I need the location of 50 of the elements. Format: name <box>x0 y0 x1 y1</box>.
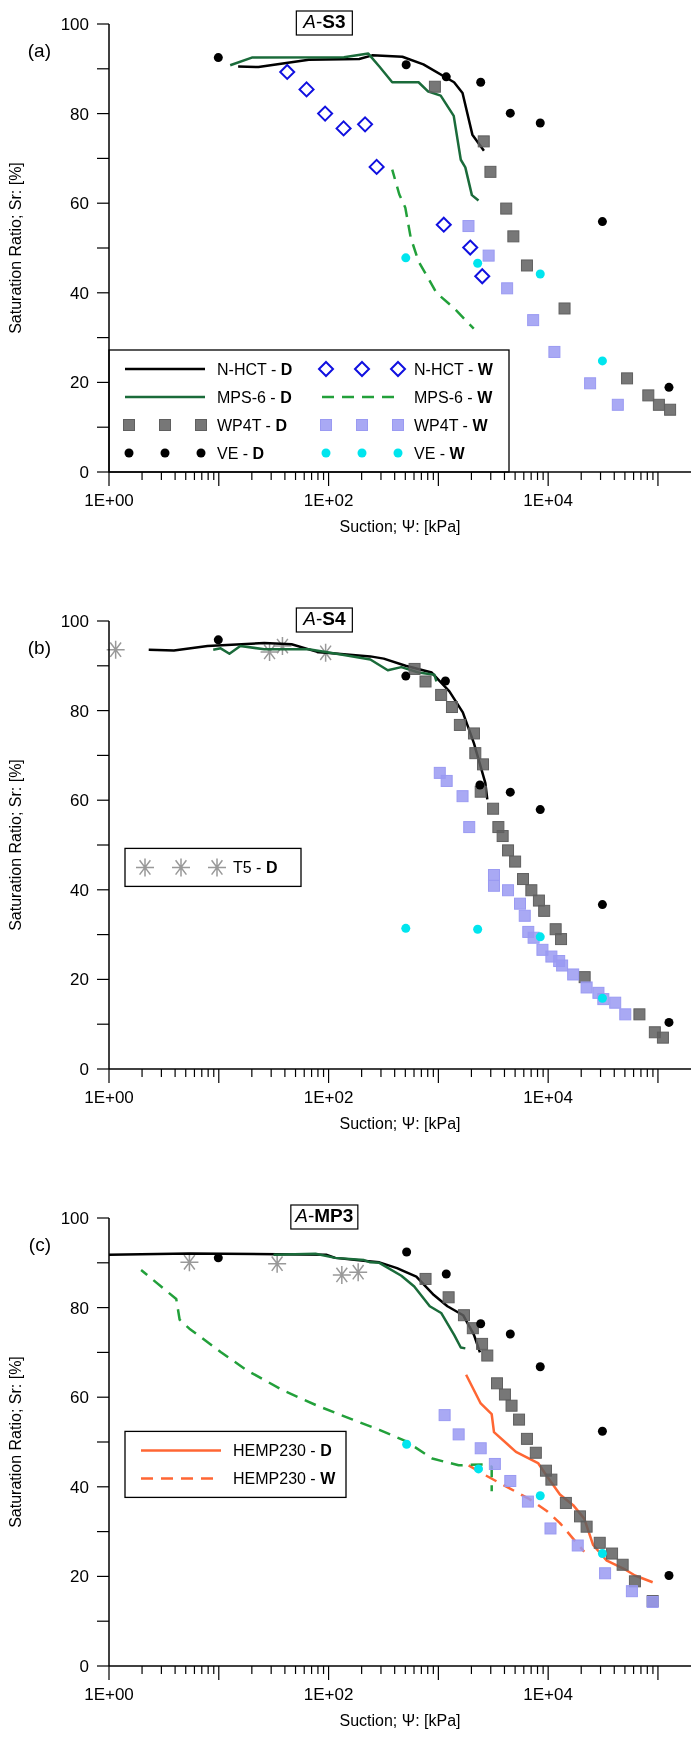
y-tick-label: 60 <box>70 194 89 214</box>
y-tick-label: 60 <box>70 791 89 811</box>
text: (c) <box>28 1234 51 1255</box>
x-tick-label: 1E+04 <box>523 491 573 510</box>
y-tick-label: 40 <box>70 880 89 900</box>
y-tick-label: 20 <box>70 970 89 990</box>
legend-label: WP4T - D <box>217 417 287 434</box>
x-tick-label: 1E+04 <box>523 1088 573 1107</box>
text: (a) <box>27 40 51 61</box>
y-tick-label: 0 <box>79 1060 89 1079</box>
y-tick-label: 80 <box>70 104 89 124</box>
legend-label: VE - W <box>414 445 466 462</box>
legend-label: MPS-6 - D <box>217 389 292 406</box>
legend-label: HEMP230 - D <box>233 1442 332 1460</box>
y-tick-label: 100 <box>60 15 89 34</box>
chart-title: A-MP3 <box>294 1205 354 1226</box>
y-axis-title: Saturation Ratio; Sr: [%] <box>7 759 24 931</box>
y-tick-label: 80 <box>70 701 89 721</box>
legend-label: HEMP230 - W <box>233 1470 337 1488</box>
x-axis-title: Suction; Ψ: [kPa] <box>339 518 461 535</box>
legend-label: MPS-6 - W <box>414 389 494 406</box>
text: (b) <box>27 637 51 658</box>
y-tick-label: 20 <box>70 1567 89 1587</box>
y-tick-label: 80 <box>70 1298 89 1318</box>
legend-label: N-HCT - W <box>414 361 494 378</box>
y-tick-label: 0 <box>79 463 89 482</box>
legend-label: T5 - D <box>233 859 278 877</box>
legend-label: WP4T - W <box>414 417 489 434</box>
x-tick-label: 1E+00 <box>84 1685 134 1704</box>
x-tick-label: 1E+02 <box>303 491 354 510</box>
legend-label: N-HCT - D <box>217 361 293 378</box>
y-tick-label: 100 <box>60 1209 89 1228</box>
y-tick-label: 20 <box>70 373 89 393</box>
y-tick-label: 40 <box>70 283 89 303</box>
y-tick-label: 40 <box>70 1477 89 1497</box>
x-tick-label: 1E+02 <box>303 1685 354 1704</box>
x-tick-label: 1E+00 <box>84 491 134 510</box>
chart-title: A-S4 <box>302 608 346 629</box>
y-axis-title: Saturation Ratio; Sr: [%] <box>7 162 24 334</box>
y-tick-label: 0 <box>79 1657 89 1676</box>
x-tick-label: 1E+04 <box>523 1685 573 1704</box>
x-tick-label: 1E+00 <box>84 1088 134 1107</box>
y-axis-title: Saturation Ratio; Sr: [%] <box>7 1356 24 1528</box>
x-tick-label: 1E+02 <box>303 1088 354 1107</box>
legend-label: VE - D <box>217 445 265 462</box>
x-axis-title: Suction; Ψ: [kPa] <box>339 1712 461 1729</box>
x-axis-title: Suction; Ψ: [kPa] <box>339 1115 461 1132</box>
y-tick-label: 60 <box>70 1388 89 1408</box>
y-tick-label: 100 <box>60 612 89 631</box>
chart-title: A-S3 <box>302 11 346 32</box>
